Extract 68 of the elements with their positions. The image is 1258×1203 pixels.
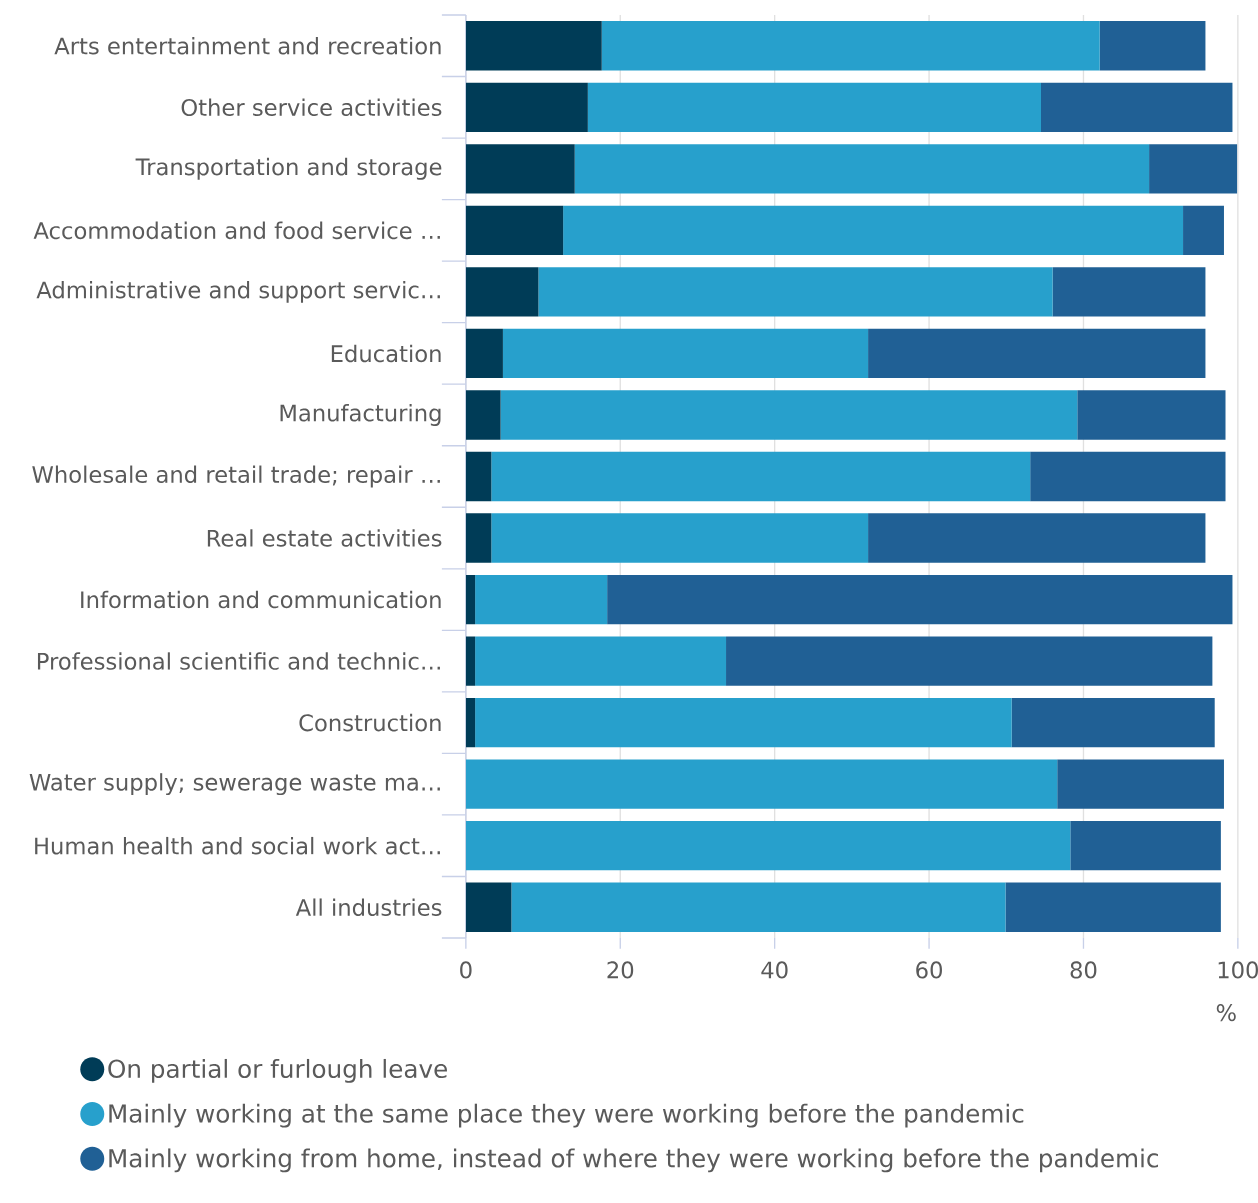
bar (491, 513, 869, 563)
y-tick-label: Other service activities (181, 98, 442, 117)
y-tick-label: Professional scientific and technic… (37, 652, 440, 670)
bar (465, 82, 588, 132)
legend-label: Mainly working at the same place they were working before the pandemic (109, 1103, 1024, 1128)
x-tick-label: 80 (1070, 961, 1097, 979)
bar (1057, 759, 1224, 809)
bar (1011, 697, 1215, 748)
x-tick-label: 100 (1218, 961, 1258, 979)
bar (1099, 21, 1206, 71)
bar (607, 574, 1233, 625)
bar (465, 759, 1058, 809)
bar (1070, 821, 1221, 871)
y-tick-label: Arts entertainment and recreation (54, 36, 441, 55)
bar (465, 636, 476, 686)
bar (1149, 144, 1238, 194)
bar (538, 267, 1053, 317)
legend-label: Mainly working from home, instead of where they were working before the pandemic (109, 1148, 1158, 1173)
y-tick-label: Transportation and storage (135, 157, 442, 180)
x-tick-label: 40 (761, 961, 788, 979)
bar (1183, 205, 1224, 256)
bar (465, 821, 1071, 871)
y-tick-label: Wholesale and retail trade; repair … (32, 465, 440, 488)
bar (1052, 267, 1206, 317)
x-tick-label: 20 (607, 961, 634, 979)
bar (726, 636, 1213, 686)
bar (868, 328, 1206, 379)
x-axis-title: % (1216, 1004, 1236, 1022)
bar (1030, 451, 1226, 502)
bar (465, 205, 564, 256)
x-tick-label: 0 (460, 961, 472, 979)
bar (601, 21, 1100, 71)
bar (500, 390, 1078, 440)
y-tick-label: Construction (299, 713, 441, 732)
bar (465, 697, 476, 748)
bar (465, 574, 476, 625)
bar (465, 328, 503, 379)
y-tick-label: Water supply; sewerage waste ma… (29, 773, 440, 796)
y-tick-label: Real estate activities (207, 529, 442, 547)
legend-label: On partial or furlough leave (108, 1058, 447, 1083)
bar (574, 144, 1150, 194)
bar (465, 144, 575, 194)
bar (465, 882, 512, 932)
bar (475, 574, 608, 625)
y-tick-label: All industries (295, 898, 442, 916)
bar (475, 697, 1012, 748)
bar (491, 451, 1031, 502)
y-tick-label: Manufacturing (280, 403, 441, 426)
bar (587, 82, 1042, 132)
y-tick-label: Accommodation and food service … (33, 221, 440, 240)
bar (1041, 82, 1233, 132)
bar (868, 513, 1206, 563)
bar (1077, 390, 1226, 440)
x-tick-label: 60 (916, 961, 942, 979)
bar (465, 267, 539, 317)
bar (465, 451, 492, 502)
bar (465, 513, 492, 563)
bar (563, 205, 1184, 256)
y-tick-label: Information and communication (81, 590, 441, 609)
bar (465, 390, 501, 440)
bar (1005, 882, 1221, 932)
y-tick-label: Human health and social work act… (35, 836, 440, 855)
y-tick-label: Administrative and support servic… (36, 280, 440, 303)
bar (475, 636, 727, 686)
y-tick-label: Education (331, 344, 441, 363)
bar (502, 328, 869, 379)
bar (511, 882, 1006, 932)
bar (465, 21, 602, 71)
